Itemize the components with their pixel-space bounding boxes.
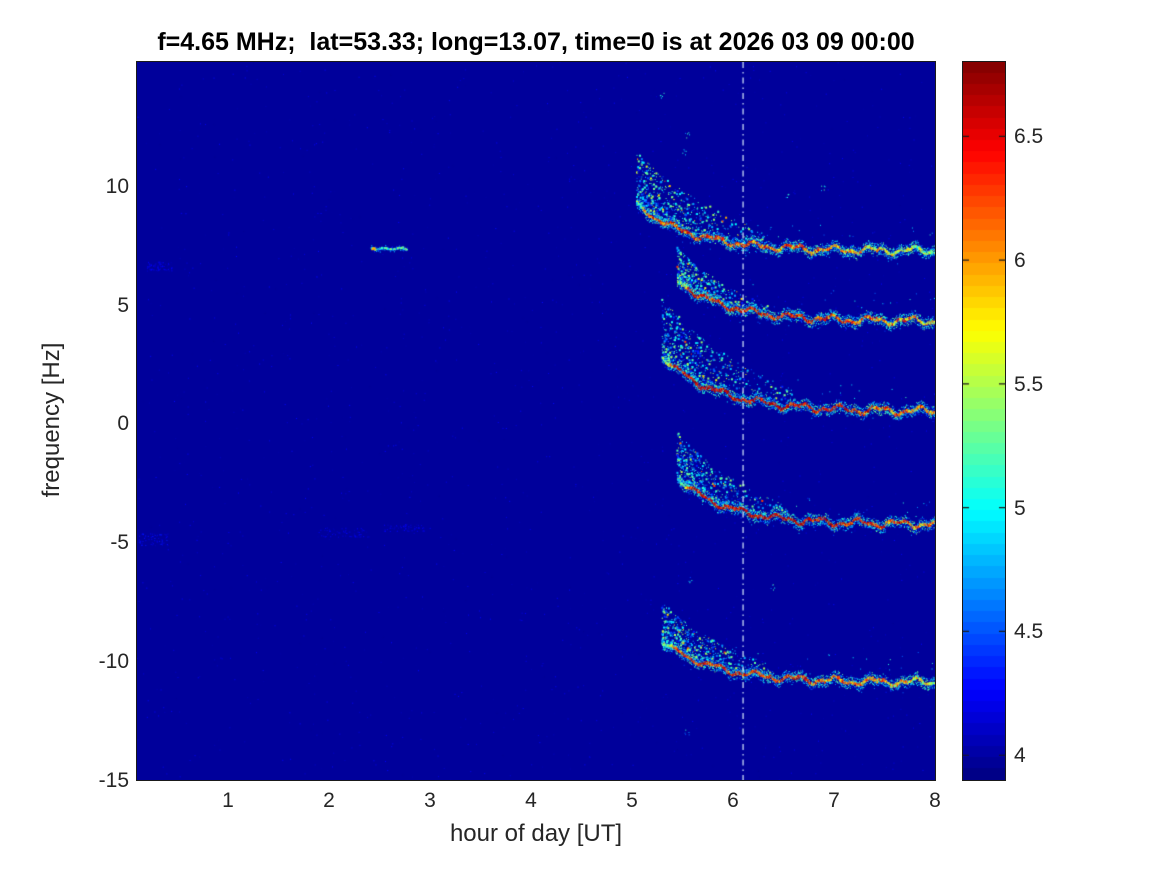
x-tick-label: 5 [626,789,638,812]
x-tick-label: 4 [525,789,537,812]
x-axis-label: hour of day [UT] [449,820,623,847]
y-tick-label: 5 [117,293,129,317]
colorbar-tick-label: 6.5 [1014,125,1044,149]
colorbar [962,61,1006,781]
colorbar-tick-label: 6 [1014,249,1026,273]
colorbar-tick-label: 5 [1014,496,1026,520]
y-tick-label: -15 [98,769,129,792]
x-tick-label: 6 [727,789,739,812]
x-tick-label: 7 [828,789,840,812]
colorbar-tick-label: 5.5 [1014,372,1044,396]
chart-title: f=4.65 MHz; lat=53.33; long=13.07, time=… [157,28,915,56]
x-tick-label: 8 [929,789,941,812]
y-tick-label: 0 [117,412,129,436]
y-tick-label: 10 [105,174,129,198]
x-tick-label: 1 [222,789,234,812]
y-tick-label: -10 [98,650,129,674]
spectrogram-canvas [136,61,936,781]
x-tick-label: 2 [323,789,335,812]
colorbar-tick-label: 4.5 [1014,620,1044,644]
colorbar-tick-label: 4 [1014,744,1026,768]
y-tick-label: -5 [110,531,129,555]
x-tick-label: 3 [424,789,436,812]
